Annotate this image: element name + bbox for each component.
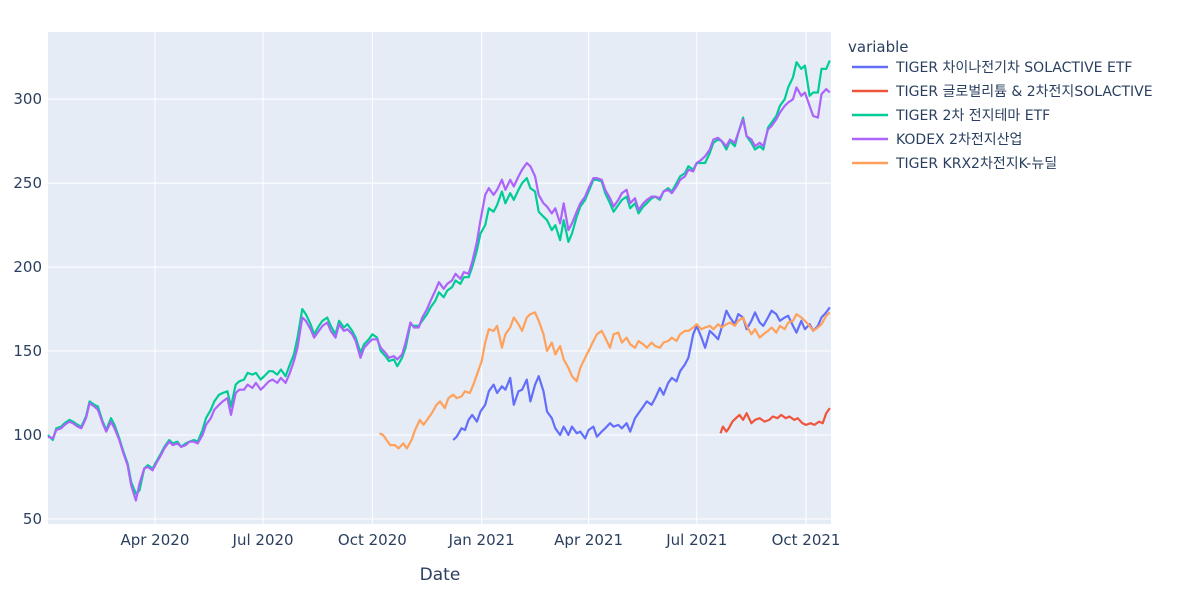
legend-item-3[interactable]: TIGER 2차 전지테마 ETF (852, 108, 1050, 124)
y-tick-label: 150 (13, 342, 42, 360)
plot-background (48, 32, 831, 524)
legend-label: TIGER 차이나전기차 SOLACTIVE ETF (895, 60, 1132, 76)
x-tick-label: Apr 2021 (554, 531, 623, 549)
x-axis-title: Date (420, 565, 461, 585)
x-axis-ticks: Apr 2020 Jul 2020 Oct 2020 Jan 2021 Apr 2021… (120, 531, 840, 549)
legend-item-5[interactable]: TIGER KRX2차전지K-뉴딜 (852, 156, 1057, 172)
series-line-2 (719, 407, 831, 434)
y-axis-ticks: 50 100 150 200 250 300 (13, 90, 42, 528)
legend: variable TIGER 차이나전기차 SOLACTIVE ETF TIGER… (848, 38, 1153, 172)
x-tick-label: Oct 2020 (338, 531, 407, 549)
series-line-4 (47, 86, 831, 502)
legend-label: KODEX 2차전지산업 (896, 132, 1022, 148)
legend-label: TIGER 글로벌리튬 & 2차전지SOLACTIVE (895, 84, 1153, 100)
legend-item-1[interactable]: TIGER 차이나전기차 SOLACTIVE ETF (852, 60, 1132, 76)
series-line-1 (452, 306, 831, 441)
y-tick-label: 200 (13, 258, 42, 276)
x-tick-label: Apr 2020 (120, 531, 189, 549)
x-tick-label: Oct 2021 (772, 531, 841, 549)
y-tick-label: 50 (23, 510, 42, 528)
legend-title: variable (848, 38, 909, 56)
series-line-5 (379, 311, 831, 450)
legend-label: TIGER KRX2차전지K-뉴딜 (895, 156, 1057, 172)
x-tick-label: Jul 2020 (232, 531, 294, 549)
series-lines (47, 60, 831, 502)
y-tick-label: 250 (13, 174, 42, 192)
legend-item-4[interactable]: KODEX 2차전지산업 (852, 132, 1022, 148)
y-tick-label: 100 (13, 426, 42, 444)
x-tick-label: Jan 2021 (448, 531, 515, 549)
legend-label: TIGER 2차 전지테마 ETF (895, 108, 1050, 124)
grid-lines (48, 32, 831, 524)
legend-item-2[interactable]: TIGER 글로벌리튬 & 2차전지SOLACTIVE (852, 84, 1153, 100)
y-tick-label: 300 (13, 90, 42, 108)
x-tick-label: Jul 2021 (665, 531, 727, 549)
